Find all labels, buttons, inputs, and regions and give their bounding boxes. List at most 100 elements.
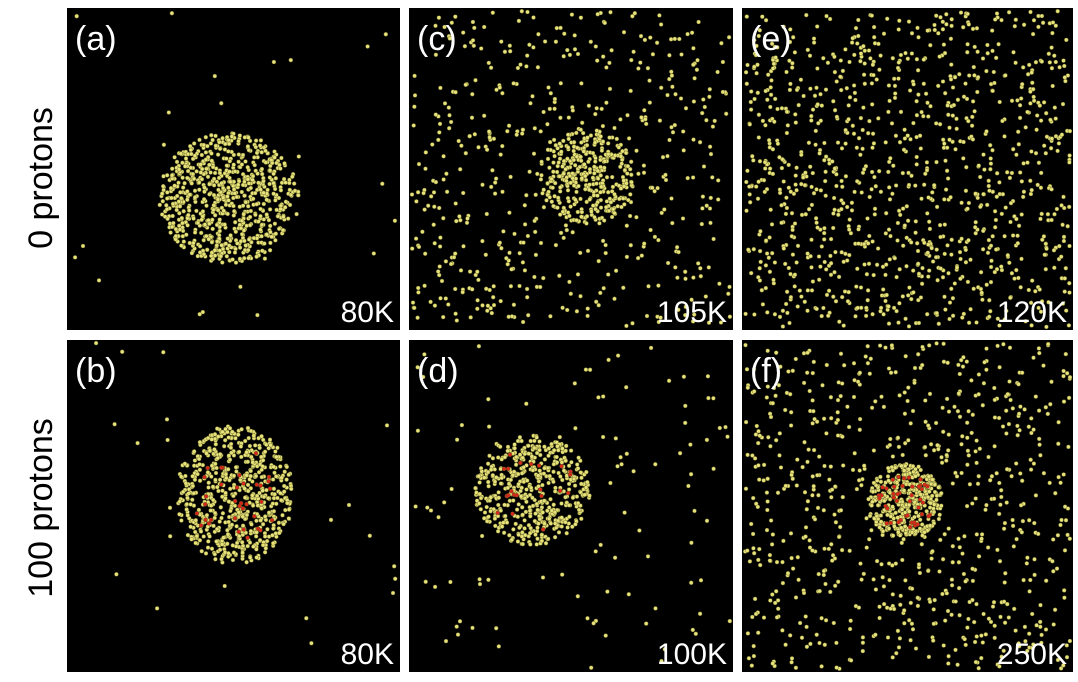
particle — [862, 81, 868, 87]
particle — [288, 486, 294, 492]
particle — [253, 212, 258, 218]
particle — [789, 660, 794, 665]
particle — [783, 407, 788, 413]
particle — [720, 89, 726, 95]
particle — [864, 305, 869, 311]
particle — [969, 378, 974, 383]
particle — [475, 298, 480, 303]
particle — [603, 242, 608, 248]
particle — [524, 64, 529, 69]
particle — [521, 465, 526, 470]
particle — [675, 275, 680, 280]
particle — [213, 470, 219, 476]
particle — [514, 132, 519, 137]
particle — [811, 408, 816, 414]
particle — [537, 447, 542, 453]
particle — [814, 306, 819, 312]
particle — [477, 581, 483, 587]
particle — [919, 541, 925, 547]
particle — [506, 481, 512, 487]
particle — [245, 459, 251, 465]
particle — [1016, 382, 1021, 387]
particle — [531, 15, 536, 20]
particle — [811, 359, 817, 365]
particle — [552, 106, 557, 112]
particle — [578, 470, 583, 475]
particle — [598, 205, 604, 210]
particle — [831, 211, 836, 216]
particle — [643, 621, 649, 626]
particle — [789, 410, 794, 415]
particle — [192, 477, 198, 483]
particle — [195, 220, 201, 226]
particle — [876, 168, 882, 174]
particle — [529, 454, 535, 459]
particle — [567, 279, 572, 285]
particle — [453, 89, 458, 95]
particle — [880, 287, 886, 292]
particle — [667, 53, 672, 58]
particle — [258, 138, 264, 143]
particle — [304, 616, 309, 621]
particle — [1061, 194, 1066, 200]
particle — [1002, 233, 1007, 239]
particle — [811, 483, 816, 489]
particle — [923, 398, 928, 403]
particle — [1058, 666, 1064, 671]
particle — [808, 641, 813, 647]
particle — [1035, 113, 1040, 118]
particle — [251, 235, 257, 241]
particle — [860, 127, 865, 133]
particle — [522, 268, 528, 273]
particle — [783, 261, 788, 267]
particle — [816, 492, 821, 498]
particle — [685, 175, 690, 181]
particle — [527, 530, 533, 536]
particle — [839, 250, 844, 255]
particle — [790, 476, 795, 482]
particle — [1038, 309, 1044, 314]
particle — [423, 150, 428, 155]
particle — [627, 166, 633, 172]
particle — [930, 549, 935, 554]
particle — [287, 187, 293, 193]
particle — [587, 493, 592, 498]
particle — [989, 28, 995, 33]
particle — [236, 449, 242, 455]
particle — [816, 571, 821, 577]
particle — [201, 142, 207, 148]
particle — [191, 141, 197, 146]
particle — [174, 193, 180, 199]
particle — [461, 190, 466, 196]
particle — [207, 181, 212, 187]
particle — [641, 170, 647, 175]
particle — [1063, 78, 1068, 84]
particle — [195, 253, 201, 259]
particle — [833, 520, 839, 525]
particle — [879, 562, 884, 567]
particle — [252, 443, 258, 448]
particle — [883, 345, 888, 350]
particle — [816, 120, 821, 126]
particle — [1022, 407, 1027, 412]
particle — [220, 135, 225, 141]
particle — [975, 89, 980, 95]
particle — [263, 160, 269, 165]
particle — [285, 216, 291, 221]
particle — [991, 600, 997, 605]
particle — [948, 77, 954, 82]
particle — [380, 181, 385, 187]
particle — [473, 77, 478, 83]
particle — [743, 342, 748, 348]
particle — [825, 313, 831, 318]
particle — [1061, 399, 1067, 404]
particle — [182, 180, 187, 186]
particle — [657, 13, 662, 18]
particle — [957, 414, 963, 420]
particle — [233, 436, 238, 441]
particle — [536, 463, 542, 468]
particle — [1019, 212, 1024, 217]
particle — [220, 185, 226, 191]
particle — [852, 52, 857, 58]
particle — [807, 164, 813, 169]
